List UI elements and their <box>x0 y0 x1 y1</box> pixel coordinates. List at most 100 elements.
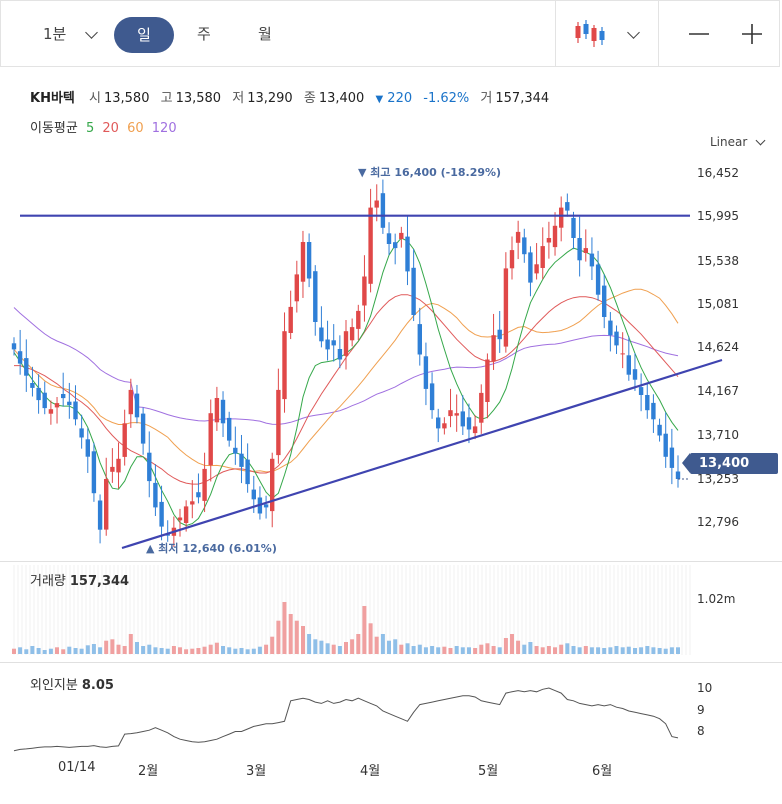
volume-bar <box>73 648 78 654</box>
volume-value: 157,344 <box>495 91 550 106</box>
volume-bar <box>491 646 496 654</box>
tab-monthly[interactable]: 월 <box>258 25 272 43</box>
volume-bar <box>202 646 207 654</box>
price-tick: 15,995 <box>697 209 739 223</box>
volume-bar <box>79 648 84 654</box>
candlestick-icon[interactable] <box>574 19 606 49</box>
volume-bar <box>18 647 23 654</box>
divider <box>0 561 782 562</box>
volume-bar <box>344 642 348 654</box>
price-tick: 14,624 <box>697 340 739 354</box>
volume-bar <box>589 647 594 654</box>
ma5-line <box>13 237 679 527</box>
moving-average-legend[interactable]: 이동평균 5 20 60 120 <box>30 117 181 136</box>
volume-bar <box>467 647 471 654</box>
volume-bar <box>620 647 625 654</box>
volume-bar <box>596 647 601 654</box>
candle-body <box>159 501 164 527</box>
volume-bar <box>276 620 281 654</box>
volume-bar <box>116 644 121 654</box>
tab-daily[interactable]: 일 <box>114 17 174 53</box>
candle-body <box>30 383 35 388</box>
candle-body <box>17 351 23 364</box>
x-tick: 2월 <box>138 764 159 779</box>
volume-bar <box>651 647 656 654</box>
candle-body <box>24 358 29 376</box>
candle-body <box>515 231 521 243</box>
price-tick: 13,253 <box>697 472 739 486</box>
zoom-in-icon[interactable] <box>740 22 764 46</box>
volume-bar <box>233 648 238 654</box>
candle-body <box>122 423 127 457</box>
close-value: 13,400 <box>318 91 365 106</box>
candle-body <box>632 369 638 380</box>
toolbar: 1분 일 주 월 <box>0 0 780 67</box>
candle-body <box>608 320 613 336</box>
volume-bar <box>430 646 435 654</box>
low-marker: ▲ 최저 12,640 (6.01%) <box>146 542 277 555</box>
candle-body <box>675 471 681 479</box>
candle-body <box>540 246 545 268</box>
candle-body <box>663 433 668 457</box>
volume-bar <box>294 620 299 654</box>
volume-bar <box>528 642 533 654</box>
volume-bar <box>307 634 312 654</box>
candle-body <box>343 331 349 356</box>
volume-bar <box>577 647 582 654</box>
candle-body <box>454 413 459 416</box>
volume-bar <box>436 647 441 654</box>
volume-bar <box>510 634 514 654</box>
candle-body <box>657 424 662 436</box>
candle-body <box>319 327 324 342</box>
volume-bar <box>67 646 72 654</box>
candle-body <box>349 327 355 341</box>
volume-bar <box>141 646 146 654</box>
candle-body <box>300 242 306 282</box>
candle-body <box>503 268 509 347</box>
candle-body <box>282 331 287 400</box>
foreign-tick: 8 <box>697 724 705 738</box>
candle-body <box>54 403 60 408</box>
volume-bar <box>196 648 201 654</box>
candle-body <box>442 423 447 429</box>
candle-body <box>417 324 422 355</box>
volume-bar <box>559 644 564 654</box>
volume-bar <box>221 646 225 654</box>
volume-bar <box>411 646 416 654</box>
volume-bar <box>553 647 557 654</box>
tab-weekly[interactable]: 주 <box>197 25 211 43</box>
foreign-tick: 10 <box>697 681 713 695</box>
candle-body <box>534 264 539 274</box>
volume-bar <box>479 644 484 654</box>
candle-body <box>638 387 644 395</box>
candle-body <box>306 242 312 279</box>
candle-body <box>313 271 318 322</box>
candle-body <box>208 413 213 466</box>
divider <box>0 662 782 663</box>
divider <box>555 1 556 67</box>
price-tick: 15,538 <box>697 254 739 268</box>
candle-body <box>380 193 386 228</box>
volume-bar <box>454 646 459 654</box>
volume-bar <box>48 648 53 654</box>
volume-bar <box>104 640 109 654</box>
volume-panel-label: 거래량 157,344 <box>30 574 130 589</box>
candle-body <box>386 233 392 244</box>
candle-body <box>405 236 410 272</box>
scale-select[interactable]: Linear <box>710 135 748 149</box>
candle-body <box>559 207 564 228</box>
candle-body <box>669 447 675 468</box>
candle-body <box>614 331 619 346</box>
volume-bar <box>128 634 133 654</box>
candle-body <box>374 200 379 208</box>
volume-bar <box>393 639 398 654</box>
volume-bar <box>135 642 139 654</box>
candle-body <box>128 389 133 415</box>
zoom-out-icon[interactable] <box>687 22 711 46</box>
volume-bar <box>387 640 391 654</box>
x-tick: 4월 <box>360 764 381 779</box>
volume-bar <box>571 646 576 654</box>
candle-body <box>116 458 121 473</box>
interval-select[interactable]: 1분 <box>43 25 67 43</box>
